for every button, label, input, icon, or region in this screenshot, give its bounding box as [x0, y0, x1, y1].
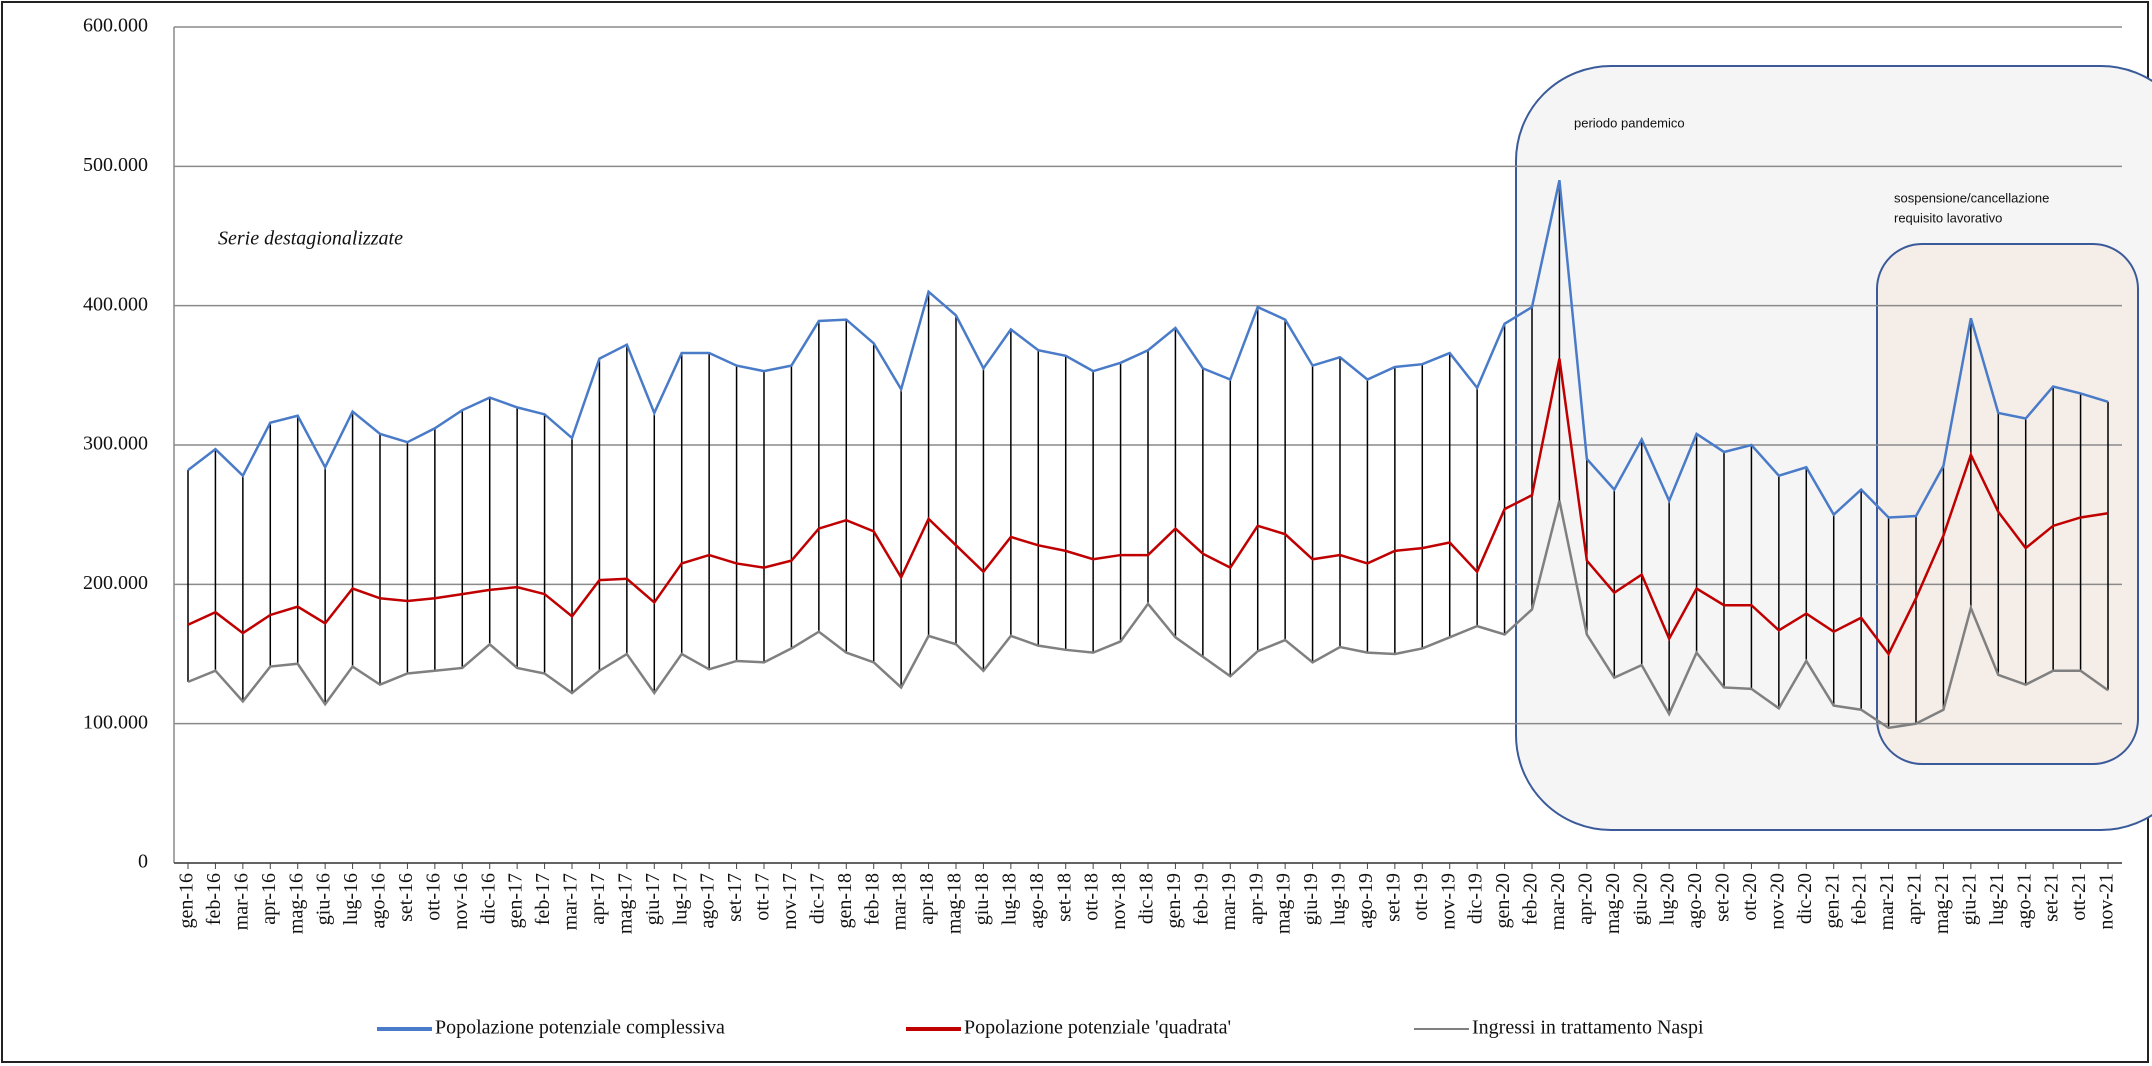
x-tick-label: mag-19	[1273, 873, 1295, 934]
x-tick-label: gen-21	[1821, 873, 1843, 929]
x-tick-label: nov-19	[1437, 873, 1459, 930]
x-tick-label: ott-21	[2068, 873, 2090, 921]
y-tick-label: 0	[138, 851, 148, 873]
x-tick-label: ago-21	[2013, 873, 2035, 929]
x-tick-label: mag-20	[1602, 873, 1624, 934]
y-tick-label: 600.000	[83, 15, 148, 37]
y-tick-label: 400.000	[83, 293, 148, 315]
x-tick-label: lug-20	[1657, 873, 1679, 925]
x-tick-label: lug-17	[669, 873, 691, 925]
x-tick-label: mar-16	[230, 873, 252, 930]
x-tick-label: giu-18	[971, 873, 993, 925]
x-tick-label: dic-20	[1794, 873, 1816, 924]
y-tick-label: 100.000	[83, 711, 148, 733]
y-tick-label: 500.000	[83, 154, 148, 176]
x-tick-label: giu-21	[1958, 873, 1980, 925]
x-tick-label: gen-16	[176, 873, 198, 929]
x-tick-label: lug-19	[1328, 873, 1350, 925]
x-tick-label: nov-17	[779, 873, 801, 930]
y-tick-label: 300.000	[83, 433, 148, 455]
series-line	[187, 500, 2109, 730]
y-tick-label: 200.000	[83, 572, 148, 594]
x-tick-label: dic-18	[1136, 873, 1158, 924]
suspension-label: requisito lavorativo	[1894, 210, 2002, 225]
x-tick-label: nov-18	[1108, 873, 1130, 930]
x-tick-label: ago-20	[1684, 873, 1706, 929]
x-tick-label: ago-18	[1026, 873, 1048, 929]
x-tick-label: mag-16	[285, 873, 307, 934]
x-tick-label: set-21	[2041, 873, 2063, 922]
x-tick-label: gen-17	[505, 873, 527, 929]
legend-label: Popolazione potenziale 'quadrata'	[964, 1017, 1231, 1039]
x-tick-label: giu-17	[642, 873, 664, 925]
x-tick-label: nov-21	[2096, 873, 2118, 930]
x-tick-label: mar-21	[1876, 873, 1898, 930]
x-tick-label: feb-16	[203, 873, 225, 925]
x-tick-label: mag-17	[614, 873, 636, 934]
x-tick-label: mar-19	[1218, 873, 1240, 930]
x-tick-label: mag-18	[944, 873, 966, 934]
x-tick-label: gen-18	[834, 873, 856, 929]
legend-label: Ingressi in trattamento Naspi	[1472, 1017, 1704, 1039]
x-tick-label: feb-21	[1849, 873, 1871, 925]
x-tick-label: giu-19	[1300, 873, 1322, 925]
x-tick-label: lug-18	[998, 873, 1020, 925]
x-tick-label: set-16	[395, 873, 417, 922]
x-tick-label: nov-16	[450, 873, 472, 930]
x-tick-label: mag-21	[1931, 873, 1953, 934]
x-tick-label: feb-18	[861, 873, 883, 925]
x-tick-label: dic-17	[806, 873, 828, 924]
note: Serie destagionalizzate	[218, 228, 403, 250]
x-tick-label: gen-20	[1492, 873, 1514, 929]
x-tick-label: ott-19	[1410, 873, 1432, 921]
x-tick-label: feb-20	[1520, 873, 1542, 925]
x-tick-label: set-17	[724, 873, 746, 922]
x-tick-label: dic-19	[1465, 873, 1487, 924]
x-tick-label: apr-16	[258, 873, 280, 925]
x-tick-label: apr-21	[1904, 873, 1926, 925]
x-tick-label: apr-19	[1245, 873, 1267, 925]
x-tick-label: mar-18	[889, 873, 911, 930]
series-line	[187, 180, 2109, 519]
plot: 0 100.000 200.000 300.000 400.000 500.000 600.…	[83, 15, 2122, 1039]
pandemic-label: periodo pandemico	[1574, 115, 1685, 130]
x-tick-label: apr-18	[916, 873, 938, 925]
x-tick-label: ago-17	[697, 873, 719, 929]
x-tick-label: giu-16	[313, 873, 335, 925]
x-tick-label: feb-17	[532, 873, 554, 925]
x-tick-label: apr-20	[1574, 873, 1596, 925]
x-tick-label: ott-17	[752, 873, 774, 921]
x-tick-label: mar-17	[560, 873, 582, 930]
legend-label: Popolazione potenziale complessiva	[435, 1017, 725, 1039]
x-tick-label: ott-18	[1081, 873, 1103, 921]
x-tick-label: apr-17	[587, 873, 609, 925]
series-line	[187, 358, 2109, 657]
x-tick-label: ott-16	[422, 873, 444, 921]
x-tick-label: ago-16	[368, 873, 390, 929]
x-tick-label: gen-19	[1163, 873, 1185, 929]
x-tick-label: dic-16	[477, 873, 499, 924]
x-tick-label: set-18	[1053, 873, 1075, 922]
x-tick-label: mar-20	[1547, 873, 1569, 930]
x-tick-label: feb-19	[1190, 873, 1212, 925]
x-tick-label: set-20	[1712, 873, 1734, 922]
x-tick-label: lug-16	[340, 873, 362, 925]
x-tick-label: ott-20	[1739, 873, 1761, 921]
x-tick-label: giu-20	[1629, 873, 1651, 925]
x-tick-label: ago-19	[1355, 873, 1377, 929]
x-tick-label: set-19	[1382, 873, 1404, 922]
x-tick-label: lug-21	[1986, 873, 2008, 925]
x-tick-label: nov-20	[1766, 873, 1788, 930]
suspension-label: sospensione/cancellazione	[1894, 190, 2049, 205]
